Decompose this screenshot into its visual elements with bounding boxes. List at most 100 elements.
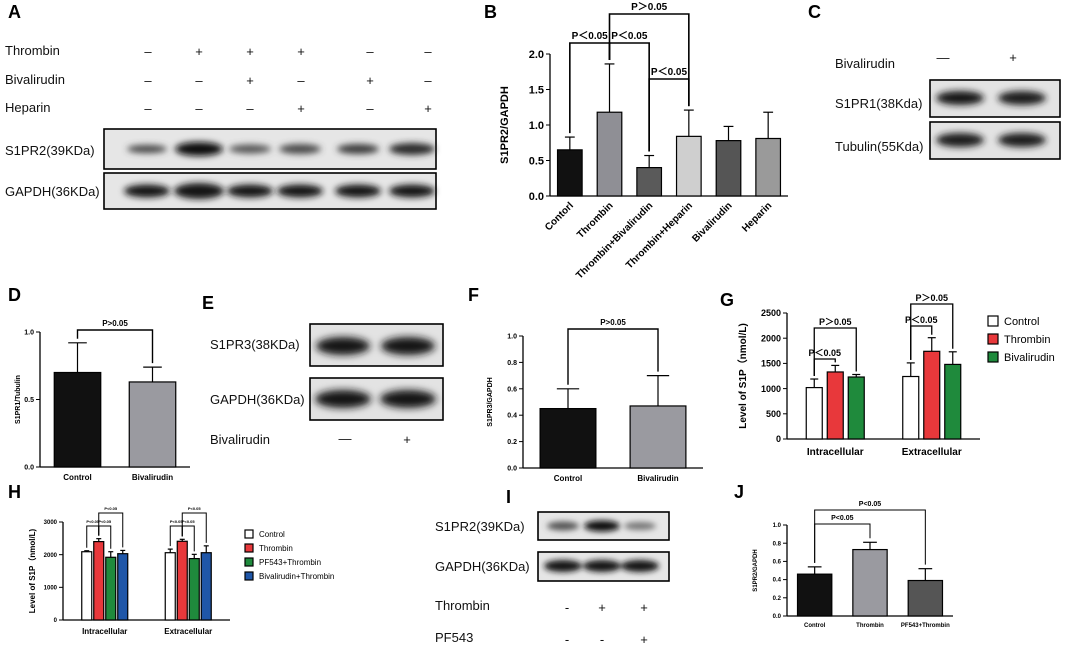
i-sign-r1-l2: + (640, 632, 648, 647)
y-tick-label: 1.0 (773, 523, 782, 529)
a-sign-r2-l2: – (246, 101, 254, 116)
blot-label-s1pr1: S1PR1(38Kda) (835, 96, 922, 111)
significance-label: P>0.05 (600, 318, 626, 327)
significance-label: P<0.05 (104, 506, 118, 511)
significance-label: P＞0.05 (915, 293, 948, 303)
significance-label: P＜0.05 (905, 315, 938, 325)
significance-label: P＞0.05 (631, 1, 668, 13)
bar-bivalirudin-thrombin-intracellular (117, 553, 129, 621)
y-tick-label: 1.0 (24, 329, 34, 336)
legend-swatch-bivalirudin-thrombin (244, 571, 254, 581)
y-tick-label: 3000 (44, 520, 58, 526)
panel-e-blot: S1PR3(38KDa) GAPDH(36KDa) Bivalirudin — … (210, 323, 444, 447)
panel-label-j: J (734, 482, 745, 502)
a-sign-r0-l3: + (297, 44, 305, 59)
panel-c-blot: Bivalirudin — + S1PR1(38Kda) Tubulin(55K… (835, 50, 1061, 160)
x-tick-label: Intracellular (807, 447, 864, 458)
panel-a-blot: Thrombin Bivalirudin Heparin – + + + – – – – + – +… (5, 43, 437, 210)
significance-bracket (910, 303, 954, 360)
a-sign-r0-l2: + (246, 44, 254, 59)
x-tick-label: Control (804, 623, 826, 629)
bar-control-intracellular (81, 551, 93, 621)
legend-label: Bivalirudin+Thrombin (259, 572, 334, 581)
bar-control (53, 371, 102, 468)
chart-h-s1p-level: 0 1000 2000 3000 Level of S1P（nmol/L) Intrace… (27, 506, 334, 636)
y-tick-label: 0.0 (529, 191, 544, 203)
bar-bivalirudin-intracellular (847, 376, 865, 440)
a-sign-r1-l1: – (195, 73, 203, 88)
bar-pf543-thrombin (907, 579, 944, 617)
x-tick-label: Heparin (740, 200, 774, 234)
significance-label: P＞0.05 (819, 317, 852, 327)
y-tick-label: 0.2 (773, 596, 782, 602)
panel-label-a: A (8, 2, 21, 22)
panel-label-g: G (720, 290, 735, 310)
significance-label: P>0.05 (102, 319, 128, 328)
y-tick-label: 0 (776, 434, 781, 444)
chart-j-s1pr2-gapdh: 0.0 0.2 0.4 0.6 0.8 1.0 S1PR2/GAPDH Control Thro… (753, 501, 953, 629)
panel-label-f: F (468, 285, 479, 305)
bar-bivalirudin (629, 405, 687, 469)
band-gapdh-e-1 (315, 390, 371, 408)
a-sign-r1-l4: + (366, 73, 374, 88)
bar-control (796, 573, 833, 617)
panel-label-c: C (808, 2, 821, 22)
y-tick-label: 1000 (44, 585, 58, 591)
c-treatment-label: Bivalirudin (835, 56, 895, 71)
row-label-bivalirudin: Bivalirudin (5, 72, 65, 87)
a-sign-r2-l3: + (297, 101, 305, 116)
e-sign-1: — (339, 431, 352, 446)
x-tick-label: Thrombin+Bivalirudin (574, 200, 655, 281)
y-tick-label: 0.6 (507, 386, 517, 393)
x-tick-label: Contorl (543, 200, 576, 233)
bar-control-intracellular (805, 386, 823, 440)
i-row-label-pf543: PF543 (435, 630, 473, 645)
band-s1pr2-4 (279, 144, 321, 154)
bar-bivalirudin (715, 140, 742, 197)
bar-heparin (755, 137, 782, 197)
bar-bivalirudin (128, 381, 177, 468)
y-tick-label: 0.0 (773, 614, 782, 620)
significance-bracket (608, 13, 690, 107)
a-sign-r2-l1: – (195, 101, 203, 116)
bar-bivalirudin-extracellular (944, 363, 962, 440)
i-sign-r0-l0: - (565, 600, 569, 615)
band-gapdh-e-2 (380, 390, 436, 408)
band-s1pr3-1 (316, 337, 370, 355)
blot-label-s1pr3: S1PR3(38KDa) (210, 337, 300, 352)
panel-label-b: B (484, 2, 497, 22)
legend-swatch-thrombin (987, 333, 999, 345)
panel-label-d: D (8, 285, 21, 305)
band-s1pr2-1 (127, 145, 167, 153)
a-sign-r0-l4: – (366, 44, 374, 59)
band-s1pr2-i-2 (584, 520, 620, 532)
bar-thrombin-bivalirudin (636, 167, 663, 197)
x-tick-label: Control (554, 474, 582, 483)
bar-thrombin (596, 111, 623, 197)
significance-label: P<0.05 (182, 519, 196, 524)
x-tick-label: Extracellular (902, 447, 962, 458)
legend-swatch-control (987, 315, 999, 327)
x-tick-label: PF543+Thrombin (901, 623, 950, 629)
a-sign-r0-l0: – (144, 44, 152, 59)
bar-bivalirudin-thrombin-extracellular (200, 552, 212, 621)
significance-label: P<0.05 (188, 506, 202, 511)
significance-label: P<0.05 (98, 519, 112, 524)
band-s1pr2-5 (337, 144, 379, 154)
y-axis-label: S1PR2/GAPDH (753, 549, 759, 591)
significance-label: P＜0.05 (572, 30, 609, 42)
y-tick-label: 0.5 (529, 155, 544, 167)
bar-control (539, 407, 597, 469)
a-sign-r2-l5: + (424, 101, 432, 116)
i-sign-r1-l1: - (600, 632, 604, 647)
panel-label-e: E (202, 293, 215, 313)
y-tick-label: 1500 (761, 359, 781, 369)
blot-label-gapdh: GAPDH(36KDa) (5, 184, 100, 199)
i-sign-r0-l2: + (640, 600, 648, 615)
significance-bracket (98, 512, 124, 548)
x-tick-label: Thrombin (856, 623, 884, 629)
a-sign-r0-l1: + (195, 44, 203, 59)
band-s1pr1-2 (998, 91, 1046, 105)
significance-bracket (813, 327, 857, 377)
